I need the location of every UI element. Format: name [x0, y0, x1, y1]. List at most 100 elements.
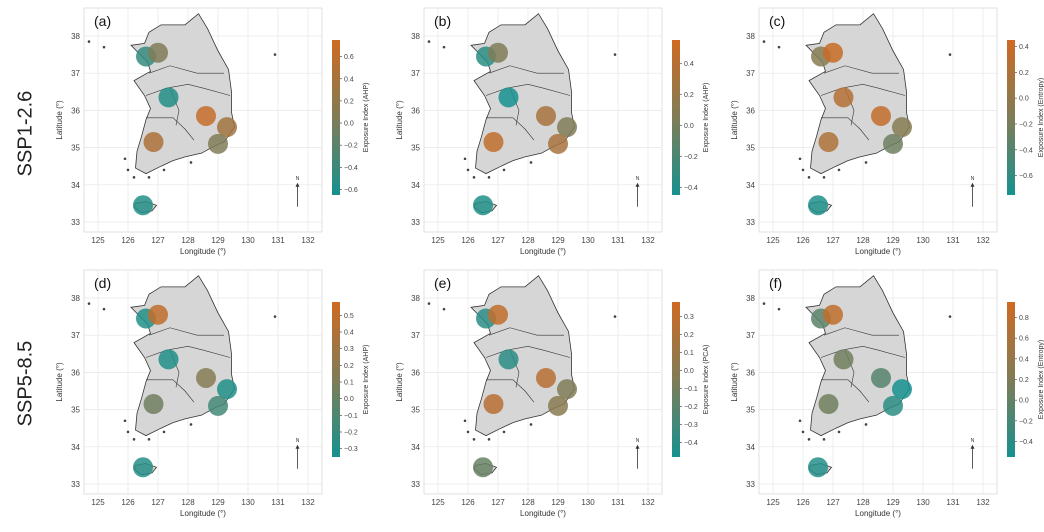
north-label: N	[971, 176, 975, 182]
province-boundary	[821, 117, 870, 141]
x-tick-label: 132	[976, 236, 990, 245]
colorbar-tick-label: −0.4	[1019, 147, 1033, 154]
x-tick-label: 127	[151, 236, 165, 245]
island-dot	[427, 40, 431, 43]
exposure-circle-daejeon	[498, 349, 519, 370]
exposure-circle-gwangju	[483, 132, 504, 153]
y-tick-label: 38	[746, 294, 755, 303]
y-tick-label: 38	[411, 294, 420, 303]
island-dot	[123, 419, 127, 423]
colorbar-title: Exposure Index (PCA)	[703, 345, 710, 415]
island-dot	[948, 315, 952, 318]
island-dot	[762, 40, 766, 43]
colorbar-tick-label: −0.2	[684, 404, 698, 411]
x-tick-label: 126	[461, 236, 475, 245]
panel-label: (b)	[434, 13, 451, 29]
y-tick-label: 33	[71, 480, 80, 489]
island-dot	[466, 168, 470, 172]
island-dot	[502, 430, 506, 434]
island-dot	[807, 176, 811, 179]
colorbar-tick-label: −0.2	[344, 430, 358, 437]
colorbar-title: Exposure Index (AHP)	[363, 345, 370, 415]
colorbar-tick-label: −0.2	[1019, 418, 1033, 425]
y-tick-label: 34	[71, 181, 80, 190]
province-boundary	[820, 84, 906, 96]
island-dot	[822, 438, 826, 441]
island-dot	[87, 40, 91, 43]
island-dot	[613, 53, 617, 56]
colorbar-tick-label: 0.4	[344, 76, 354, 83]
x-tick-label: 129	[886, 498, 900, 507]
province-boundary	[488, 327, 564, 336]
y-tick-label: 33	[71, 218, 80, 227]
north-label: N	[636, 438, 640, 444]
map-svg: 125 126 127 128 129 130 131 132 38 37 36 35 34 33 Long…	[395, 7, 710, 256]
island-dot	[762, 302, 766, 305]
colorbar	[332, 302, 340, 457]
island-dot	[529, 161, 533, 164]
colorbar-tick-label: 0.4	[344, 330, 354, 337]
colorbar-title: Exposure Index (Entropy)	[1038, 78, 1044, 157]
x-tick-label: 128	[856, 498, 870, 507]
x-tick-label: 125	[431, 498, 445, 507]
x-tick-label: 128	[181, 498, 195, 507]
exposure-circle-gyeonggi	[488, 304, 508, 325]
island-dot	[472, 438, 476, 441]
colorbar-tick-label: 0.0	[344, 396, 354, 403]
exposure-circle-jeju	[133, 195, 153, 216]
island-dot	[162, 168, 166, 172]
island-dot	[837, 168, 841, 172]
x-tick-label: 129	[886, 236, 900, 245]
exposure-circle-busan	[208, 133, 228, 154]
colorbar-tick-label: −0.2	[684, 154, 698, 161]
y-tick-label: 38	[71, 294, 80, 303]
panel-label: (e)	[434, 275, 451, 291]
island-dot	[487, 438, 491, 441]
exposure-circle-daegu	[196, 367, 216, 388]
colorbar	[332, 40, 340, 195]
y-tick-label: 36	[411, 106, 420, 115]
island-dot	[132, 438, 136, 441]
x-tick-label: 127	[491, 498, 505, 507]
x-axis-label: Longitude (°)	[520, 509, 566, 518]
x-tick-label: 131	[271, 498, 285, 507]
x-tick-label: 130	[581, 236, 595, 245]
x-tick-label: 126	[796, 236, 810, 245]
y-tick-label: 33	[746, 218, 755, 227]
island-dot	[801, 430, 805, 434]
colorbar-title: Exposure Index (AHP)	[703, 83, 710, 153]
y-tick-label: 36	[746, 106, 755, 115]
colorbar-tick-label: 0.3	[684, 314, 694, 321]
y-tick-label: 35	[746, 144, 755, 153]
island-dot	[864, 161, 868, 164]
island-dot	[102, 45, 106, 49]
x-axis-label: Longitude (°)	[180, 247, 226, 256]
y-tick-label: 37	[71, 69, 80, 78]
x-tick-label: 130	[916, 236, 930, 245]
colorbar-tick-label: 0.0	[1019, 96, 1029, 103]
y-tick-label: 36	[71, 106, 80, 115]
exposure-circle-gyeonggi	[823, 304, 843, 325]
exposure-circle-jeju	[473, 195, 493, 216]
exposure-circle-jeju	[473, 457, 493, 478]
map-svg: 125 126 127 128 129 130 131 132 38 37 36 35 34 33 Long…	[55, 269, 370, 518]
x-tick-label: 132	[301, 236, 315, 245]
y-tick-label: 38	[746, 32, 755, 41]
y-axis-label: Latitude (°)	[730, 100, 739, 140]
north-label: N	[296, 176, 300, 182]
island-dot	[801, 168, 805, 172]
colorbar-tick-label: 0.0	[1019, 398, 1029, 405]
colorbar-tick-label: −0.2	[1019, 121, 1033, 128]
x-tick-label: 127	[826, 236, 840, 245]
x-tick-label: 129	[211, 498, 225, 507]
exposure-circle-busan	[548, 133, 568, 154]
exposure-circle-ulsan	[217, 117, 237, 138]
exposure-circle-gwangju	[483, 394, 504, 415]
x-tick-label: 128	[521, 236, 535, 245]
exposure-circle-gyeonggi	[148, 42, 168, 63]
x-tick-label: 125	[766, 498, 780, 507]
map-svg: 125 126 127 128 129 130 131 132 38 37 36 35 34 33 Long…	[395, 269, 710, 518]
exposure-circle-daegu	[196, 105, 216, 126]
colorbar-tick-label: 0.2	[1019, 70, 1029, 77]
island-dot	[442, 45, 446, 49]
